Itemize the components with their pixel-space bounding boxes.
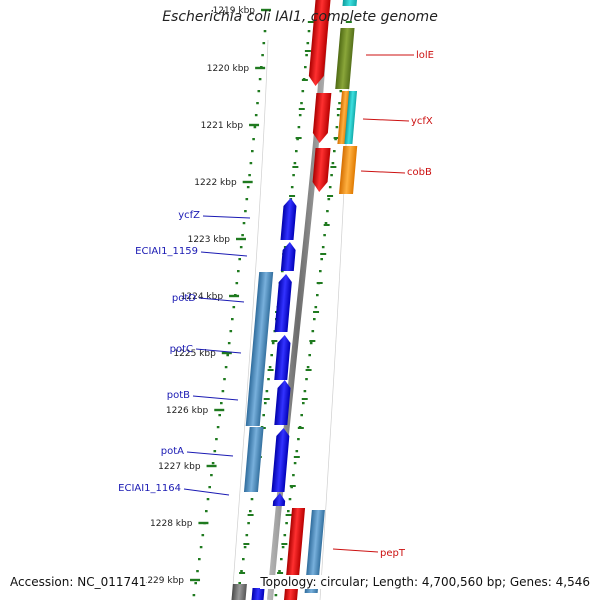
- gene-label-leader: [198, 297, 245, 303]
- gene-steel-bar[interactable]: [304, 510, 325, 593]
- gene-label-pepT[interactable]: pepT: [380, 548, 406, 559]
- axis-tick-label: 1220 kbp: [207, 64, 250, 74]
- gene-label-ycfX[interactable]: ycfX: [411, 116, 433, 127]
- gene-label-leader: [192, 395, 239, 401]
- gene-label-ycfZ[interactable]: ycfZ: [178, 210, 200, 221]
- gene-grey-block[interactable]: [231, 584, 247, 600]
- gene-ycfX-arrow[interactable]: [312, 93, 332, 143]
- gene-label-lolE[interactable]: lolE: [416, 50, 434, 61]
- feature-cyan-block[interactable]: [344, 91, 358, 144]
- accession-text: Accession: NC_011741: [10, 575, 147, 589]
- gene-label-leader: [186, 451, 234, 457]
- track-boundary-line: [231, 39, 269, 600]
- gene-label-ECIAI1_1164[interactable]: ECIAI1_1164: [118, 483, 181, 494]
- gene-label-potB[interactable]: potB: [167, 390, 190, 401]
- axis-tick-label: 1225 kbp: [173, 349, 216, 359]
- gene-label-leader: [200, 251, 248, 257]
- gene-label-potA[interactable]: potA: [161, 446, 184, 457]
- gene-label-potD[interactable]: potD: [172, 293, 196, 304]
- axis-tick-label: 1227 kbp: [158, 462, 201, 472]
- axis-tick-label: 1222 kbp: [194, 178, 237, 188]
- gene-label-leader: [332, 548, 379, 553]
- gene-potD-arrow[interactable]: [274, 274, 292, 332]
- feature-orange-block[interactable]: [337, 91, 351, 144]
- axis-tick-label: 1224 kbp: [181, 292, 224, 302]
- feature-olive-block[interactable]: [335, 28, 355, 89]
- gene-ECIAI1_1164-arrow[interactable]: [272, 493, 286, 506]
- axis-tick-label: 1223 kbp: [188, 235, 231, 245]
- operon-steel-bar[interactable]: [243, 427, 264, 492]
- topology-text: Topology: circular; Length: 4,700,560 bp…: [260, 575, 590, 589]
- gene-label-leader: [195, 348, 242, 354]
- gene-label-leader: [183, 488, 230, 496]
- axis-tick-label: 1219 kbp: [213, 6, 256, 16]
- gene-label-leader: [202, 215, 251, 219]
- axis-tick-label: 1221 kbp: [201, 121, 244, 131]
- gene-potC-arrow[interactable]: [274, 335, 291, 380]
- gene-label-leader: [360, 170, 406, 174]
- operon-steel-bar[interactable]: [245, 272, 274, 426]
- gene-blue-block[interactable]: [251, 588, 265, 600]
- gene-potA-arrow[interactable]: [271, 428, 290, 492]
- track-guide-line: [192, 30, 267, 597]
- gene-ECIAI1_1159-arrow[interactable]: [280, 242, 297, 271]
- gene-label-cobB[interactable]: cobB: [407, 167, 432, 178]
- axis-tick-label: 1228 kbp: [150, 519, 193, 529]
- gene-cobB-arrow[interactable]: [312, 148, 331, 192]
- axis-tick-label: 1229 kbp: [142, 576, 185, 586]
- gene-ycfZ-arrow[interactable]: [280, 198, 298, 240]
- gene-label-ECIAI1_1159[interactable]: ECIAI1_1159: [135, 246, 198, 257]
- axis-tick-label: 1226 kbp: [166, 406, 209, 416]
- gene-label-leader: [362, 118, 410, 122]
- gene-label-potC[interactable]: potC: [170, 344, 193, 355]
- feature-cyan-block[interactable]: [342, 0, 357, 6]
- feature-orange-block[interactable]: [339, 146, 358, 194]
- gene-potB-arrow[interactable]: [274, 380, 291, 425]
- map-title: Escherichia coli IAI1, complete genome: [162, 9, 438, 25]
- gene-lolE-arrow[interactable]: [308, 0, 331, 86]
